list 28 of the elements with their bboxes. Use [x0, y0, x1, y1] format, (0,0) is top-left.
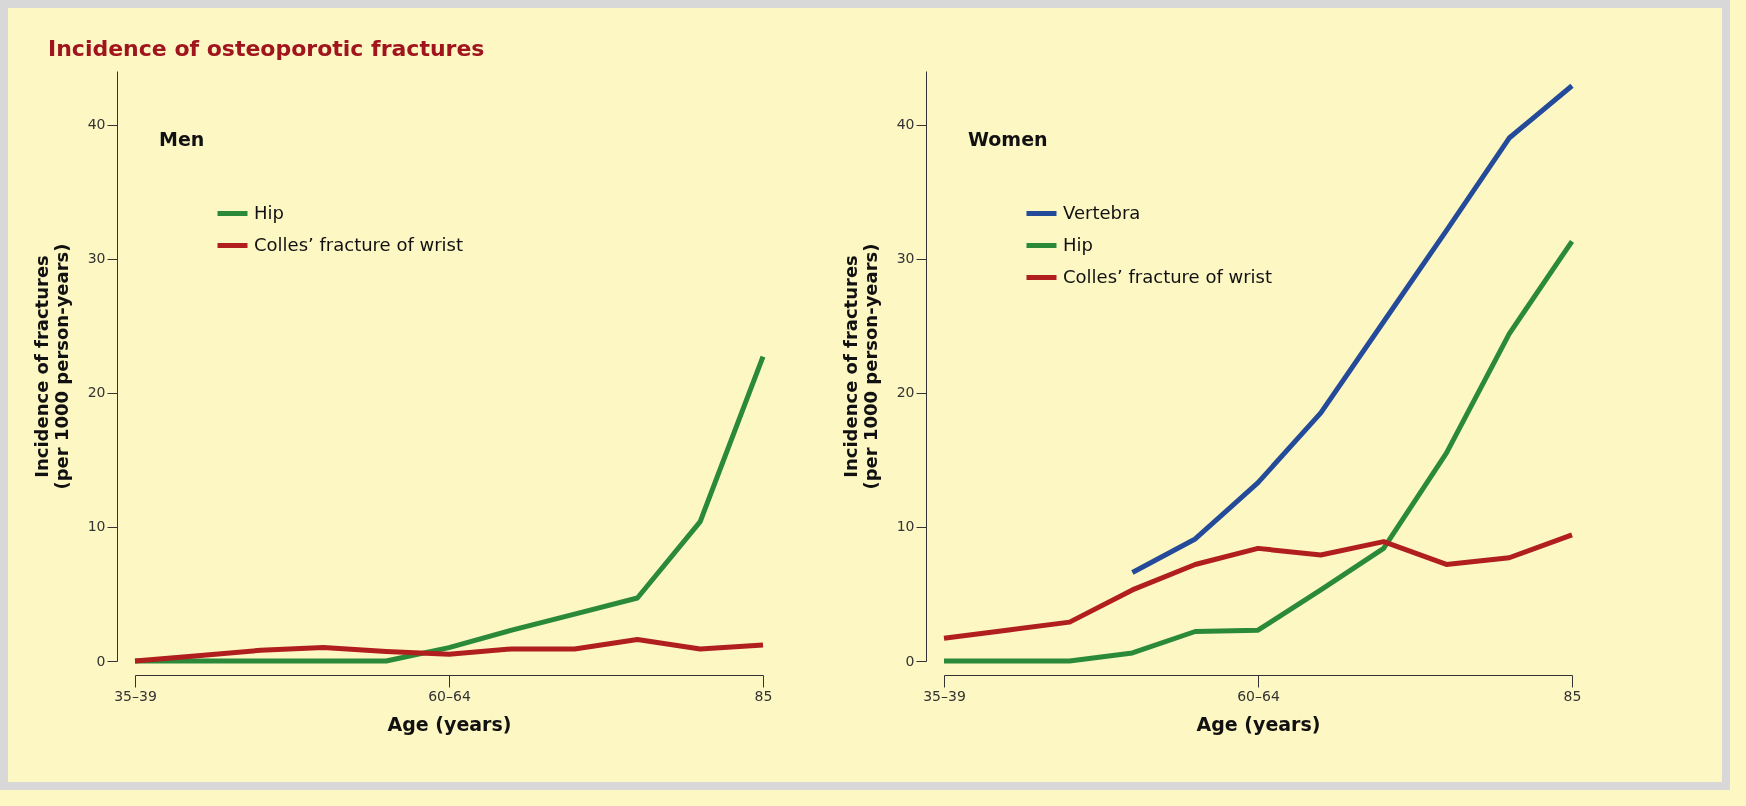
y-tick-label: 0 — [96, 652, 106, 669]
text: Women — [968, 128, 1048, 150]
y-tick-label: 20 — [896, 384, 915, 401]
x-axis-title: Age (years) — [387, 712, 512, 735]
text: Men — [159, 128, 205, 150]
y-tick-label: 10 — [87, 518, 106, 535]
y-tick-label: 30 — [896, 250, 915, 267]
chart-title: Incidence of osteoporotic fractures — [47, 35, 486, 63]
y-tick-label: 20 — [87, 384, 106, 401]
y-tick-label: 40 — [896, 116, 915, 133]
x-tick-label: 85 — [1563, 687, 1582, 704]
legend-label: Colles’ fracture of wrist — [1063, 265, 1273, 287]
y-tick-label: 10 — [896, 518, 915, 535]
y-axis-title: Incidence of fractures (per 1000 person-years) — [30, 243, 72, 490]
legend-label: Hip — [1063, 233, 1093, 255]
y-tick-label: 40 — [87, 116, 106, 133]
x-tick-label: 60–64 — [428, 687, 471, 704]
y-tick-label: 30 — [87, 250, 106, 267]
x-tick-label: 85 — [754, 687, 773, 704]
x-tick-label: 35–39 — [923, 687, 966, 704]
x-tick-label: 35–39 — [114, 687, 157, 704]
legend-label: Colles’ fracture of wrist — [254, 233, 464, 255]
x-tick-label: 60–64 — [1237, 687, 1280, 704]
y-tick-label: 0 — [905, 652, 915, 669]
legend-label: Vertebra — [1063, 201, 1141, 223]
legend-label: Hip — [254, 201, 284, 223]
x-axis-title: Age (years) — [1196, 712, 1321, 735]
y-axis-title: Incidence of fractures (per 1000 person-years) — [839, 243, 881, 490]
